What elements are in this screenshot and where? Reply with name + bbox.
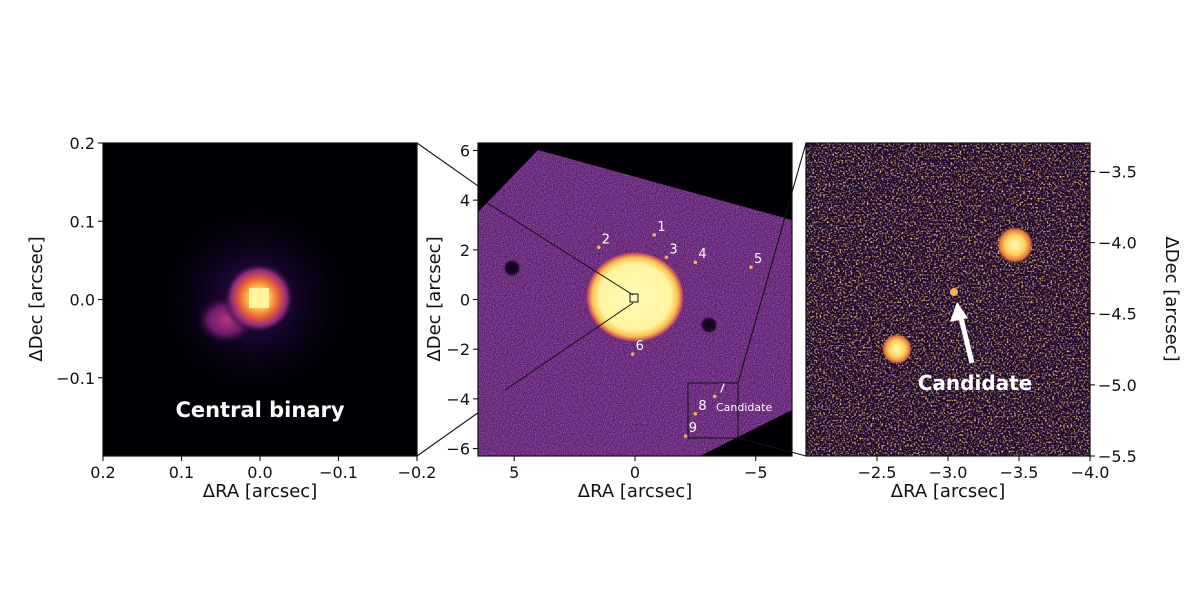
source-6-label: 6	[636, 339, 644, 354]
source-6-marker	[630, 352, 635, 356]
connector-top-right	[737, 142, 807, 384]
central-zoom-box	[629, 293, 639, 303]
primary-star-core	[249, 288, 269, 308]
panel-central-binary: Central binary 0.2 0.1 0.0 −0.1 −0.20.20.10.…	[26, 134, 436, 502]
right-image: Candidate	[806, 143, 1090, 456]
right-axis-ticks: −2.5 −3.0 −3.5 −4.0 −3.5 −4.0 −4.5 −5.0 −5.5	[858, 162, 1137, 482]
right-ytick-label: −4.5	[1098, 305, 1137, 324]
candidate-arrow-head	[950, 302, 968, 322]
source-8-label: 8	[698, 399, 706, 414]
source-7-label: 7	[718, 381, 726, 396]
dark-spot-right	[700, 316, 718, 334]
candidate-annotation: Candidate	[918, 371, 1033, 395]
middle-xlabel: ΔRA [arcsec]	[578, 481, 692, 502]
candidate-zoom-box	[687, 382, 739, 439]
right-ytick-label: −3.5	[1098, 162, 1137, 181]
left-xtick-label: 0.2	[90, 463, 115, 482]
left-ylabel: ΔDec [arcsec]	[26, 236, 47, 361]
middle-ytick-label: 2	[460, 241, 470, 260]
middle-ytick-label: −6	[446, 440, 470, 459]
zoom-connector-right	[737, 142, 807, 457]
left-xtick-label: −0.2	[398, 463, 437, 482]
source-1-label: 1	[657, 220, 665, 235]
middle-image: 1 2 3 4 5 6 789 Candidate	[478, 150, 792, 456]
right-xtick-label: −2.5	[858, 463, 897, 482]
right-noise-field	[806, 143, 1090, 456]
left-xtick-label: 0.0	[247, 463, 272, 482]
panel-candidate-zoom: Candidate −2.5 −3.0 −3.5 −4.0 −3.5 −4.0 −4.5 −5…	[805, 142, 1182, 502]
connector-bottom-right	[737, 437, 807, 457]
left-ytick-label: −0.1	[56, 369, 95, 388]
right-bright-source-lower	[882, 334, 912, 364]
source-5-label: 5	[754, 252, 762, 267]
middle-ytick-label: −2	[446, 340, 470, 359]
middle-ytick-label: −4	[446, 390, 470, 409]
candidate-label-small: Candidate	[716, 401, 772, 414]
central-binary-annotation: Central binary	[175, 398, 344, 422]
source-4-label: 4	[698, 247, 706, 262]
source-4-marker	[693, 260, 698, 265]
right-xtick-label: −3.5	[1000, 463, 1039, 482]
middle-xtick-label: 5	[509, 463, 519, 482]
right-xlabel: ΔRA [arcsec]	[891, 481, 1005, 502]
source-3-marker	[664, 255, 669, 260]
left-xlabel: ΔRA [arcsec]	[203, 481, 317, 502]
right-ytick-label: −5.5	[1098, 447, 1137, 466]
source-1-marker	[652, 233, 657, 237]
source-3-label: 3	[669, 242, 677, 257]
middle-xtick-label: −5	[744, 463, 768, 482]
source-2-label: 2	[602, 232, 610, 247]
right-bright-source-upper	[997, 227, 1033, 263]
left-axis-ticks: 0.2 0.1 0.0 −0.1 −0.2 0.2 0.1 0.0 −0.1	[56, 134, 436, 482]
right-xtick-label: −4.0	[1071, 463, 1110, 482]
source-8-marker	[693, 411, 698, 416]
right-ytick-label: −4.0	[1098, 234, 1137, 253]
left-xtick-label: 0.1	[169, 463, 194, 482]
host-star-glare	[585, 251, 685, 343]
source-7-marker	[712, 394, 717, 399]
candidate-source	[950, 288, 958, 296]
wedge-line-lower	[504, 302, 634, 391]
dark-spot-left	[503, 259, 521, 277]
middle-ytick-label: 6	[460, 141, 470, 160]
source-5-marker	[749, 265, 753, 270]
source-9-marker	[683, 434, 688, 438]
middle-ytick-label: 4	[460, 191, 470, 210]
right-ytick-label: −5.0	[1098, 376, 1137, 395]
middle-xtick-label: 0	[630, 463, 640, 482]
middle-ytick-label: 0	[460, 291, 470, 310]
left-ytick-label: 0.0	[70, 291, 95, 310]
middle-axis-ticks: 5 0 −5 6 4 2 0 −2 −4 −6	[446, 141, 767, 482]
right-ylabel: ΔDec [arcsec]	[1161, 236, 1182, 361]
panel-wide-field: 1 2 3 4 5 6 789 Candidate 5 0 −5 6 4 2 0 −2 −4 −6 ΔRA […	[424, 141, 793, 502]
left-xtick-label: −0.1	[319, 463, 358, 482]
numbered-sources: 1 2 3 4 5 6 789	[596, 220, 762, 438]
right-xtick-label: −3.0	[929, 463, 968, 482]
wedge-line-upper	[478, 196, 634, 296]
left-ytick-label: 0.1	[70, 212, 95, 231]
middle-ylabel: ΔDec [arcsec]	[424, 236, 445, 361]
candidate-arrow-shaft	[958, 317, 975, 364]
source-2-marker	[596, 245, 601, 250]
left-ytick-label: 0.2	[70, 134, 95, 153]
source-9-label: 9	[689, 421, 697, 436]
left-image	[150, 195, 360, 405]
